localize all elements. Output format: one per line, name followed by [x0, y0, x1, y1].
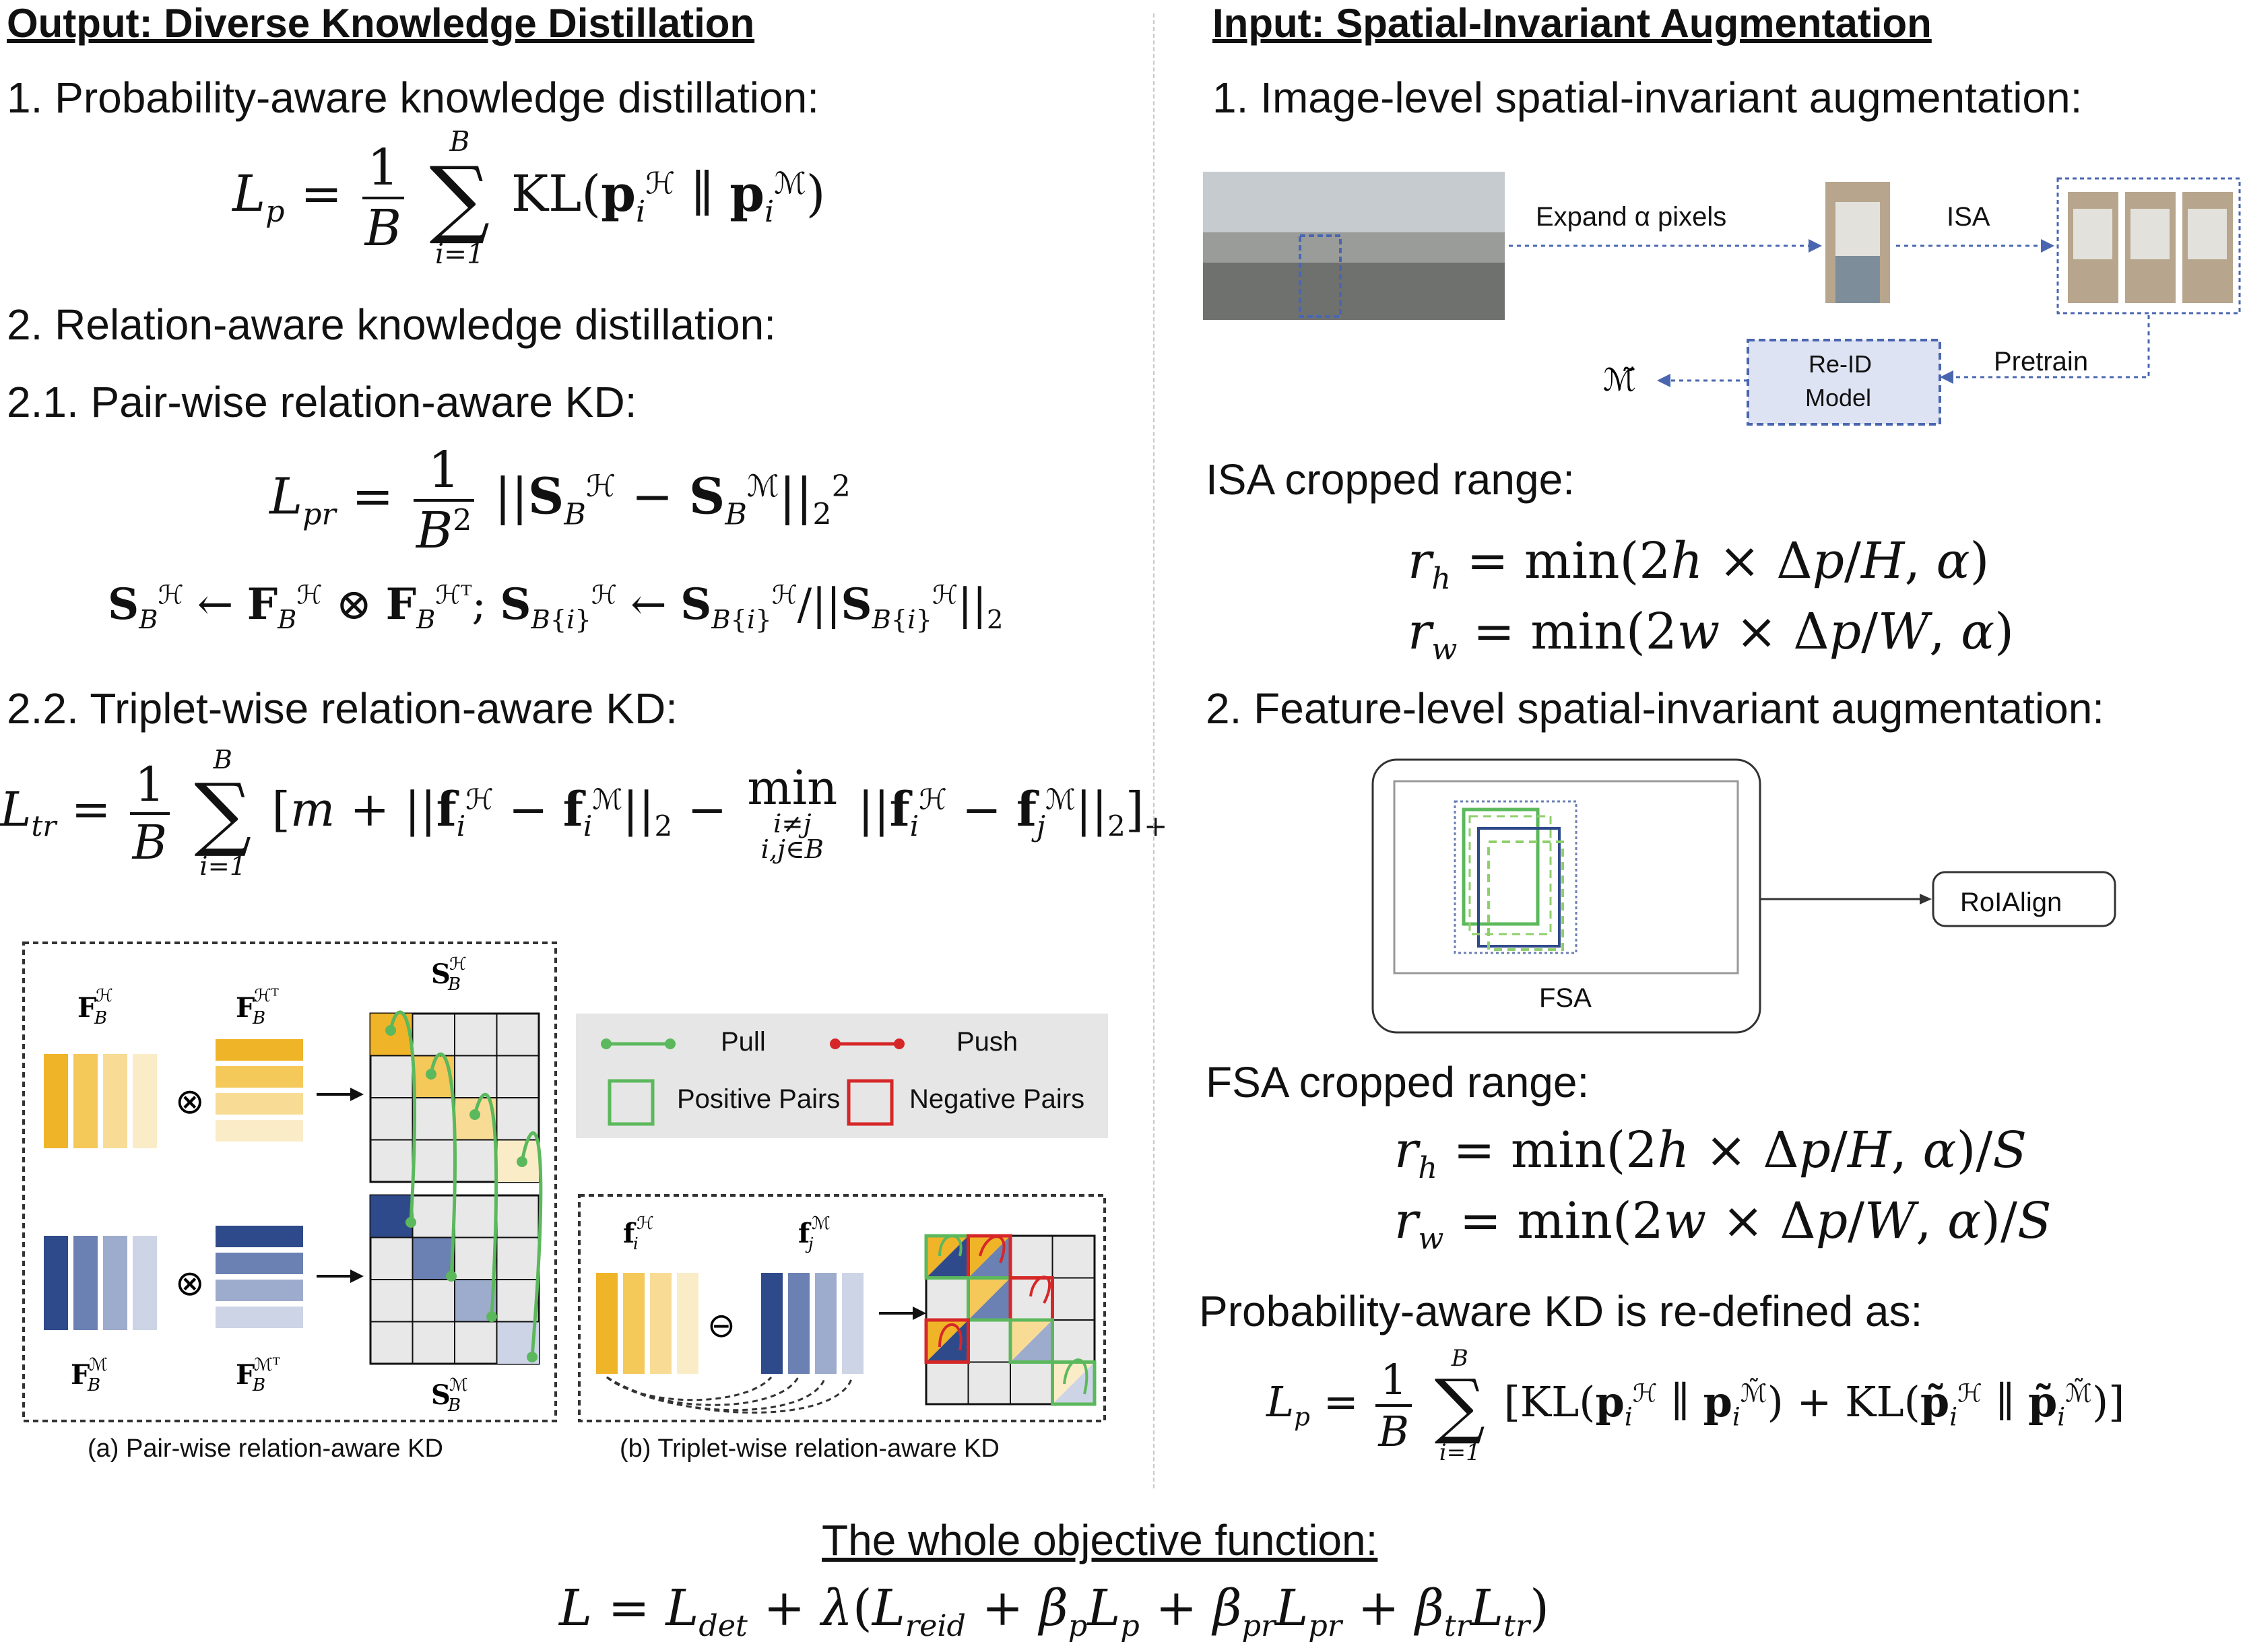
svg-text:F: F — [236, 1359, 255, 1391]
svg-text:B: B — [252, 1008, 265, 1028]
svg-text:B: B — [94, 1008, 107, 1028]
expand-label: Expand α pixels — [1536, 202, 1727, 232]
legend-glyphs — [601, 1038, 905, 1126]
svg-text:B: B — [447, 1395, 461, 1416]
fsa-diagram — [1371, 758, 2116, 1034]
svg-text:⊗: ⊗ — [175, 1263, 205, 1304]
left-step-2-2: 2.2. Triplet-wise relation-aware KD: — [7, 684, 678, 733]
pretrain-label: Pretrain — [1994, 347, 2089, 376]
reid-model-line2: Model — [1805, 384, 1872, 411]
svg-text:B: B — [87, 1375, 100, 1395]
fsa-range-label: FSA cropped range: — [1206, 1058, 1590, 1106]
left-section-title: Output: Diverse Knowledge Distillation — [7, 1, 755, 46]
equation-fsa-rh: rh = min(2h × Δp/H, α)/S — [1394, 1121, 2027, 1185]
svg-text:B: B — [252, 1375, 265, 1395]
pairwise-diagram: F B ℋ ⊗ F B ℋᵀ S B ℋ ⊗ — [22, 941, 557, 1422]
isa-arrow-label: ISA — [1947, 202, 1990, 232]
reid-model-line1: Re-ID — [1809, 350, 1873, 378]
equation-fsa-rw: rw = min(2w × Δp/W, α)/S — [1394, 1192, 2052, 1256]
isa-range-label: ISA cropped range: — [1206, 455, 1575, 504]
right-section-title: Input: Spatial-Invariant Augmentation — [1212, 1, 1932, 46]
svg-text:F: F — [236, 992, 255, 1024]
svg-text:ℳ: ℳ — [449, 1375, 468, 1395]
svg-text:ℋᵀ: ℋᵀ — [254, 986, 279, 1006]
left-step-2-1: 2.1. Pair-wise relation-aware KD: — [7, 378, 637, 426]
svg-text:i: i — [633, 1234, 639, 1253]
svg-text:ℳᵀ: ℳᵀ — [254, 1355, 280, 1375]
roialign-label: RoIAlign — [1960, 888, 2062, 917]
equation-objective: L = Ldet + λ(Lreid + βpLp + βprLpr + βtr… — [559, 1579, 1550, 1643]
left-step-1: 1. Probability-aware knowledge distillat… — [7, 73, 819, 122]
svg-text:F: F — [77, 992, 96, 1024]
svg-text:ℳ: ℳ — [89, 1355, 108, 1375]
objective-title: The whole objective function: — [822, 1516, 1378, 1564]
legend-positive-label: Positive Pairs — [677, 1084, 841, 1114]
equation-sb-update: SBℋ ← FBℋ ⊗ FBℋᵀ; SB{i}ℋ ← SB{i}ℋ/||SB{i… — [108, 579, 1004, 635]
tripletwise-diagram: f i ℋ ⊖ f j ℳ — [578, 1194, 1106, 1422]
svg-text:S: S — [431, 1379, 451, 1411]
left-step-2: 2. Relation-aware knowledge distillation… — [7, 300, 776, 349]
svg-text:ℋ: ℋ — [96, 986, 113, 1006]
svg-text:f: f — [798, 1218, 812, 1249]
legend-pull-label: Pull — [721, 1027, 766, 1057]
fsa-label: FSA — [1539, 983, 1592, 1013]
isa-pipeline: ℳ̃ — [1203, 172, 2241, 426]
legend-negative-label: Negative Pairs — [909, 1084, 1085, 1114]
svg-text:⊗: ⊗ — [175, 1082, 205, 1122]
svg-text:ℳ: ℳ — [812, 1214, 831, 1234]
equation-lpr: Lpr = 1 B2 ||SBℋ − SBℳ||22 — [269, 441, 851, 560]
legend-push-label: Push — [956, 1027, 1018, 1057]
svg-text:f: f — [623, 1218, 637, 1249]
svg-text:ℳ̃: ℳ̃ — [1603, 362, 1636, 398]
svg-text:ℋ: ℋ — [449, 954, 467, 974]
column-divider — [1153, 13, 1154, 1488]
svg-text:F: F — [71, 1359, 90, 1391]
caption-a: (a) Pair-wise relation-aware KD — [88, 1434, 443, 1463]
right-step-2: 2. Feature-level spatial-invariant augme… — [1206, 684, 2105, 733]
legend-box — [576, 1014, 1108, 1138]
svg-text:B: B — [447, 974, 461, 995]
right-step-1: 1. Image-level spatial-invariant augment… — [1212, 73, 2083, 122]
equation-isa-rw: rw = min(2w × Δp/W, α) — [1408, 603, 2014, 667]
svg-text:ℋ: ℋ — [637, 1214, 654, 1234]
caption-b: (b) Triplet-wise relation-aware KD — [620, 1434, 1000, 1463]
svg-text:S: S — [431, 958, 451, 990]
svg-text:⊖: ⊖ — [707, 1306, 736, 1345]
equation-isa-rh: rh = min(2h × Δp/H, α) — [1408, 532, 1990, 596]
redefined-label: Probability-aware KD is re-defined as: — [1199, 1287, 1923, 1335]
